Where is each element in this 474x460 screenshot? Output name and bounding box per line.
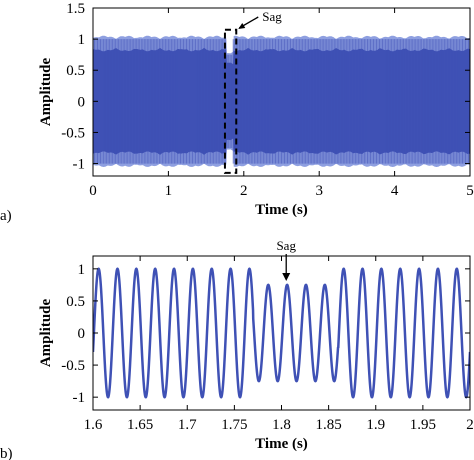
sag-arrowhead [238,23,246,29]
x-tick-label: 2 [240,183,248,199]
signal-line [93,267,470,399]
panel-b: 1.6 1.65 1.7 1.75 1.8 1.85 1.9 1.95 2 1 0.5 0 -0.5 -1… [0,238,474,460]
x-tick-label: 1 [165,183,173,199]
x-tick-label: 1.95 [410,417,436,433]
panel-label: a) [0,208,12,224]
x-axis-label: Time (s) [255,202,308,218]
axes-box [92,7,471,177]
y-axis-label: Amplitude [38,298,54,367]
x-tick-label: 1.7 [178,417,197,433]
x-tick-label: 1.9 [366,417,385,433]
y-tick-label: -0.5 [61,358,85,374]
x-tick-label: 1.75 [221,417,247,433]
x-axis-label: Time (s) [255,436,308,452]
y-axis-label: Amplitude [38,57,54,126]
y-tick-label: 1.5 [66,1,85,17]
x-tick-label: 1.8 [272,417,291,433]
plot-area [93,35,470,168]
y-tick-label: 1 [78,262,86,278]
x-tick-label: 1.85 [316,417,342,433]
y-tick-label: -1 [73,157,86,173]
y-tick-label: 0 [78,94,86,110]
sag-annotation-label: Sag [276,238,296,253]
plot-area [93,267,470,399]
x-tick-label: 5 [466,183,474,199]
y-tick-label: 1 [78,32,86,48]
panel-a: 0 1 2 3 4 5 1.5 1 0.5 0 -0.5 -1 Time (s) Amplitude a) S… [0,1,474,224]
y-tick-label: 0.5 [66,294,85,310]
signal-oscillation [93,39,470,164]
x-tick-label: 4 [391,183,399,199]
y-tick-label: -1 [73,390,86,406]
x-tick-label: 2 [466,417,474,433]
y-tick-label: -0.5 [61,125,85,141]
sag-arrowhead [282,272,291,281]
sag-highlight-box [223,28,238,174]
y-tick-label: 0.5 [66,63,85,79]
sag-annotation-label: Sag [262,9,282,24]
x-tick-label: 1.65 [127,417,153,433]
panel-label: b) [0,446,13,460]
x-tick-label: 1.6 [84,417,103,433]
y-tick-label: 0 [78,326,86,342]
x-tick-label: 3 [315,183,323,199]
x-tick-label: 0 [89,183,97,199]
